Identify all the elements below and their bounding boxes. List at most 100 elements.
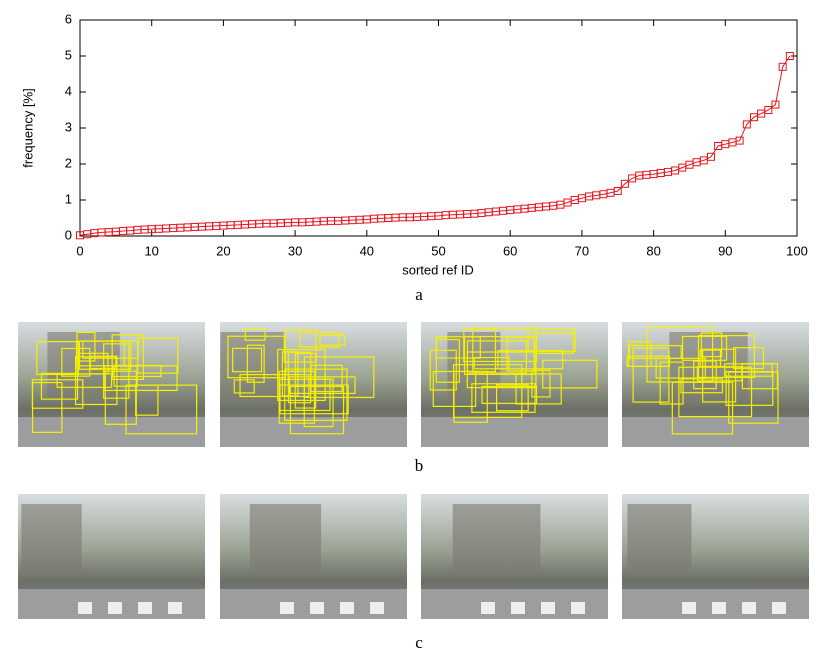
detection-box xyxy=(527,328,576,352)
detection-box xyxy=(76,352,109,375)
detection-box xyxy=(283,329,317,363)
detection-box xyxy=(303,356,375,399)
detection-box xyxy=(732,347,765,370)
data-marker xyxy=(735,136,744,145)
detection-box xyxy=(233,379,255,394)
detection-box xyxy=(76,331,96,362)
detection-box xyxy=(429,349,457,391)
detection-box xyxy=(435,339,460,383)
detection-box xyxy=(515,373,562,405)
caption: b xyxy=(415,456,424,475)
detection-box xyxy=(277,349,326,402)
detection-box xyxy=(628,341,652,367)
x-tick-label: 100 xyxy=(786,243,808,258)
x-axis-label: sorted ref ID xyxy=(402,262,474,277)
caption: a xyxy=(415,285,423,304)
detection-box xyxy=(700,332,723,358)
crosswalk-stripe xyxy=(772,602,786,614)
detection-box xyxy=(680,378,724,394)
x-tick-label: 40 xyxy=(360,243,374,258)
detection-box xyxy=(452,364,523,418)
detection-box xyxy=(284,368,348,421)
caption: c xyxy=(415,633,423,652)
data-marker xyxy=(771,100,780,109)
detection-box xyxy=(463,327,537,363)
photo-road xyxy=(220,417,407,447)
y-tick-label: 4 xyxy=(65,83,72,98)
y-tick-label: 5 xyxy=(65,47,72,62)
detection-box xyxy=(319,334,346,346)
detection-box xyxy=(31,381,63,433)
detection-box xyxy=(659,361,684,405)
detection-box xyxy=(646,326,714,383)
data-marker xyxy=(742,120,751,129)
data-marker xyxy=(764,106,773,114)
detection-box xyxy=(495,384,529,412)
x-tick-label: 70 xyxy=(575,243,589,258)
detection-box xyxy=(481,385,538,404)
detection-box xyxy=(697,335,755,379)
crosswalk-stripe xyxy=(682,602,696,614)
detection-box xyxy=(289,385,345,435)
crosswalk-stripe xyxy=(370,602,384,614)
y-tick-label: 1 xyxy=(65,191,72,206)
photo-building xyxy=(452,504,541,574)
data-marker xyxy=(620,179,629,188)
detection-box xyxy=(681,335,728,361)
x-tick-label: 20 xyxy=(216,243,230,258)
crosswalk-stripe xyxy=(168,602,182,614)
y-tick-label: 6 xyxy=(65,11,72,26)
crosswalk-stripe xyxy=(108,602,122,614)
x-tick-label: 50 xyxy=(431,243,445,258)
detection-box xyxy=(227,335,286,379)
data-marker xyxy=(613,187,622,195)
crosswalk-stripe xyxy=(712,602,726,614)
detection-box xyxy=(294,352,317,409)
photo-road xyxy=(622,417,809,447)
x-tick-label: 0 xyxy=(76,243,83,258)
detection-box xyxy=(246,344,265,383)
detection-box xyxy=(279,384,349,415)
photo-building xyxy=(249,504,322,574)
crosswalk-stripe xyxy=(481,602,495,614)
crosswalk-stripe xyxy=(742,602,756,614)
detection-box xyxy=(125,384,198,435)
detection-box xyxy=(471,383,536,413)
detection-box xyxy=(287,351,312,404)
detection-box xyxy=(40,372,79,400)
detection-box xyxy=(74,356,118,406)
x-tick-label: 90 xyxy=(718,243,732,258)
x-tick-label: 60 xyxy=(503,243,517,258)
photo-building xyxy=(47,332,120,402)
detection-box xyxy=(702,348,737,403)
detection-box xyxy=(244,328,266,341)
photo-building xyxy=(627,504,692,574)
x-tick-label: 30 xyxy=(288,243,302,258)
photo-road xyxy=(421,417,608,447)
photo-building xyxy=(21,504,82,574)
data-marker xyxy=(778,62,787,71)
crosswalk-stripe xyxy=(138,602,152,614)
y-tick-label: 3 xyxy=(65,119,72,134)
detection-box xyxy=(472,328,497,373)
data-line xyxy=(79,55,791,236)
detection-box xyxy=(61,347,91,377)
detection-box xyxy=(724,363,773,377)
detection-box xyxy=(137,337,179,374)
detection-box xyxy=(463,335,536,376)
crosswalk-stripe xyxy=(340,602,354,614)
crosswalk-stripe xyxy=(511,602,525,614)
crosswalk-stripe xyxy=(541,602,555,614)
detection-box xyxy=(728,371,779,424)
plot-frame xyxy=(79,19,798,237)
y-tick-label: 0 xyxy=(65,227,72,242)
x-tick-label: 80 xyxy=(646,243,660,258)
y-tick-label: 2 xyxy=(65,155,72,170)
detection-box xyxy=(432,370,477,407)
crosswalk-stripe xyxy=(280,602,294,614)
detection-box xyxy=(533,332,574,354)
detection-box xyxy=(111,334,144,381)
detection-box xyxy=(466,340,527,374)
